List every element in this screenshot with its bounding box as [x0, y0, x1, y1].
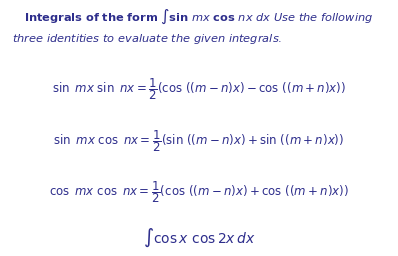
Text: $\sin\ \mathit{mx}\ \sin\ \mathit{nx} = \dfrac{1}{2}(\cos\,((m - n)x) - \cos\,((: $\sin\ \mathit{mx}\ \sin\ \mathit{nx} = … [52, 77, 346, 102]
Text: $\cos\ \mathit{mx}\ \cos\ \mathit{nx} = \dfrac{1}{2}(\cos\,((m - n)x) + \cos\,((: $\cos\ \mathit{mx}\ \cos\ \mathit{nx} = … [49, 179, 349, 205]
Text: $\int \cos x\ \cos 2x\, dx$: $\int \cos x\ \cos 2x\, dx$ [143, 227, 255, 249]
Text: $\sin\ \mathit{mx}\ \cos\ \mathit{nx} = \dfrac{1}{2}(\sin\,((m - n)x) + \sin\,((: $\sin\ \mathit{mx}\ \cos\ \mathit{nx} = … [53, 128, 345, 154]
Text: $\mathit{three\ identities\ to\ evaluate\ the\ given\ integrals.}$: $\mathit{three\ identities\ to\ evaluate… [12, 32, 282, 46]
Text: $\mathbf{Integrals\ of\ the\ form}\ \int \mathbf{sin}\ \mathbf{\mathit{mx}}\ \ma: $\mathbf{Integrals\ of\ the\ form}\ \int… [24, 8, 374, 26]
